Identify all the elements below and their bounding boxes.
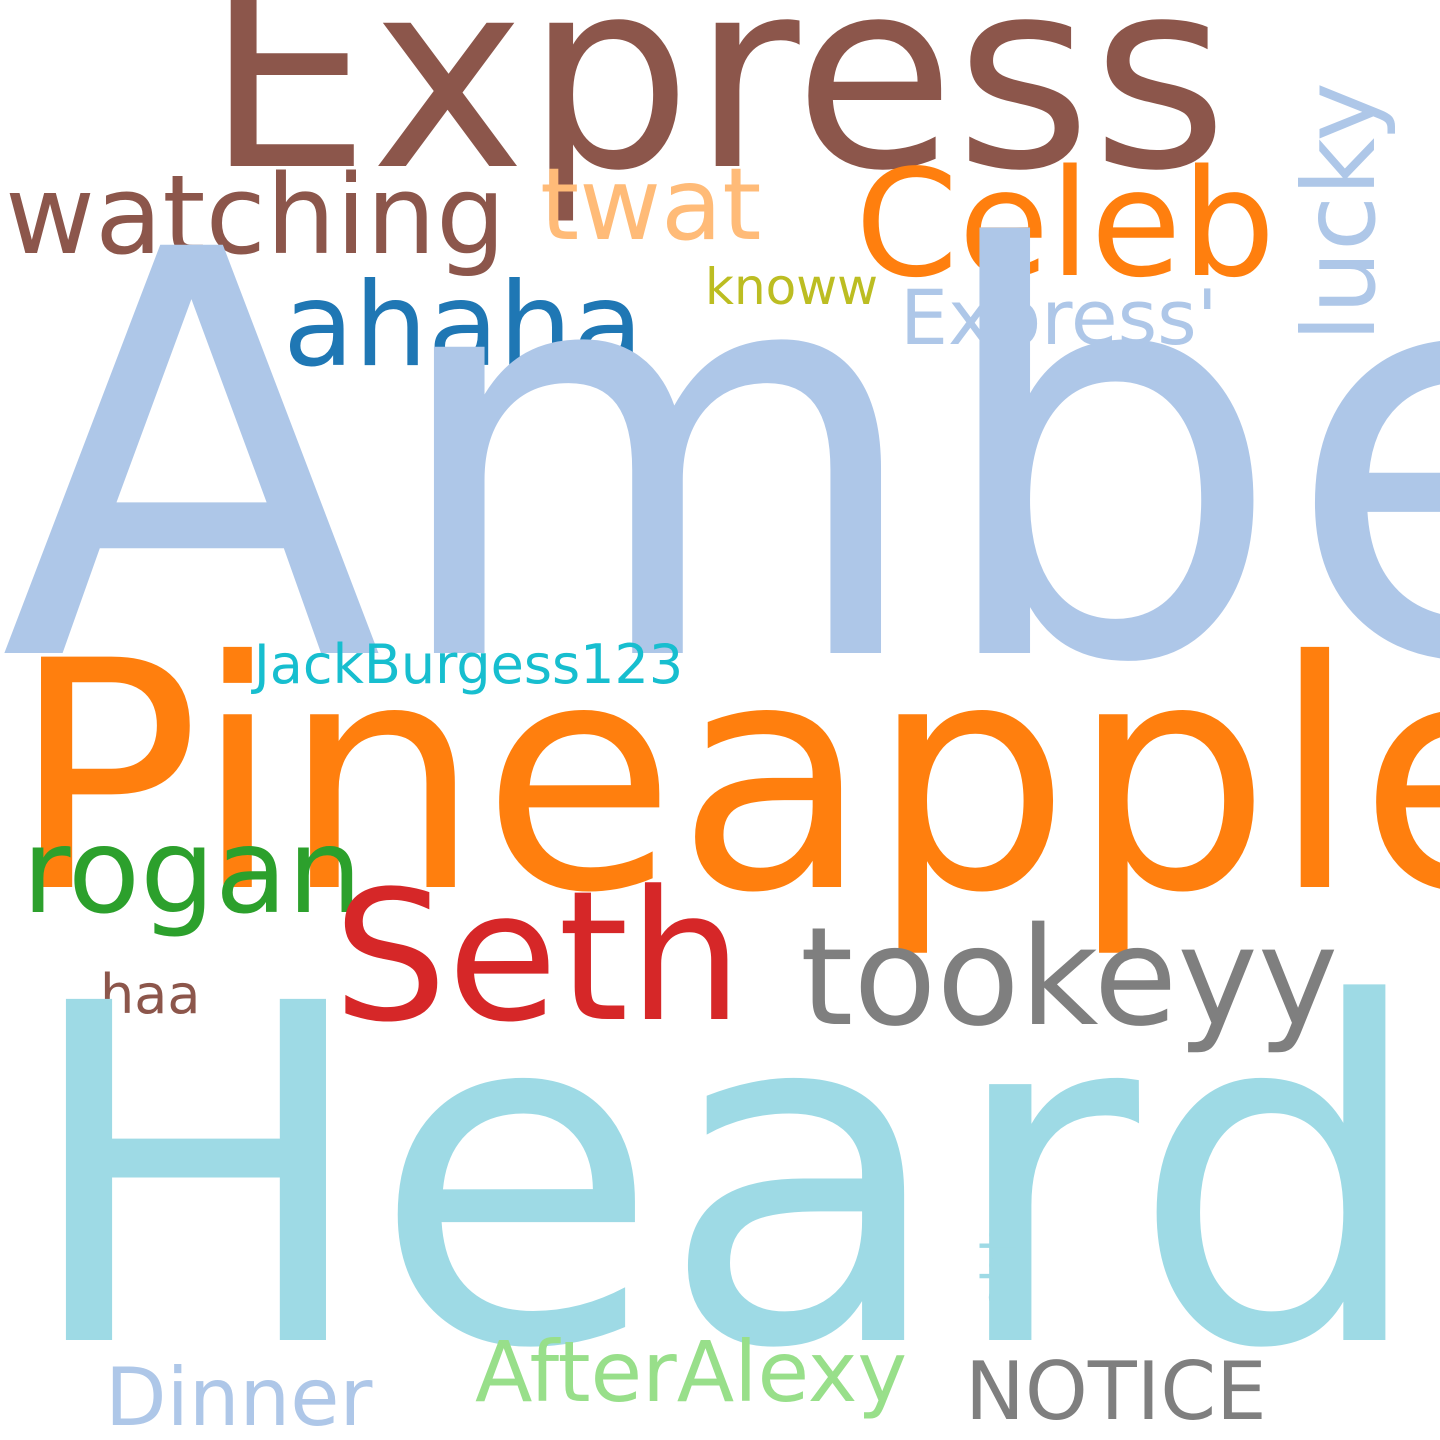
word-dinner: Dinner	[105, 1351, 373, 1440]
word-express-quote: Express'	[900, 273, 1218, 362]
word-pineapple: Pineapple	[10, 594, 1440, 962]
word-haa: haa	[100, 963, 201, 1026]
word-jackburgess123: •JackBurgess123	[222, 638, 683, 692]
word-watching: watching	[5, 151, 506, 279]
word-afteralexy: AfterAlexy	[475, 1323, 908, 1421]
word-jackburgess123-bullet: •	[222, 633, 254, 696]
word-knoww: knoww	[705, 258, 879, 316]
word-celeb: Celeb	[855, 138, 1276, 310]
word-rogan: rogan	[22, 802, 363, 940]
word-ohh: ohh	[972, 1221, 1028, 1312]
word-ahaha: ahaha	[283, 258, 644, 393]
word-amber: Amber	[0, 134, 1440, 786]
word-tookeyy: tookeyy	[800, 899, 1339, 1057]
word-twat: twat	[540, 146, 762, 263]
word-heard: Heard	[20, 907, 1428, 1440]
word-notice: NOTICE	[965, 1345, 1267, 1438]
word-jackburgess123-text: JackBurgess123	[253, 633, 684, 696]
word-express: Express	[205, 0, 1229, 228]
word-seth: Seth	[333, 853, 743, 1062]
